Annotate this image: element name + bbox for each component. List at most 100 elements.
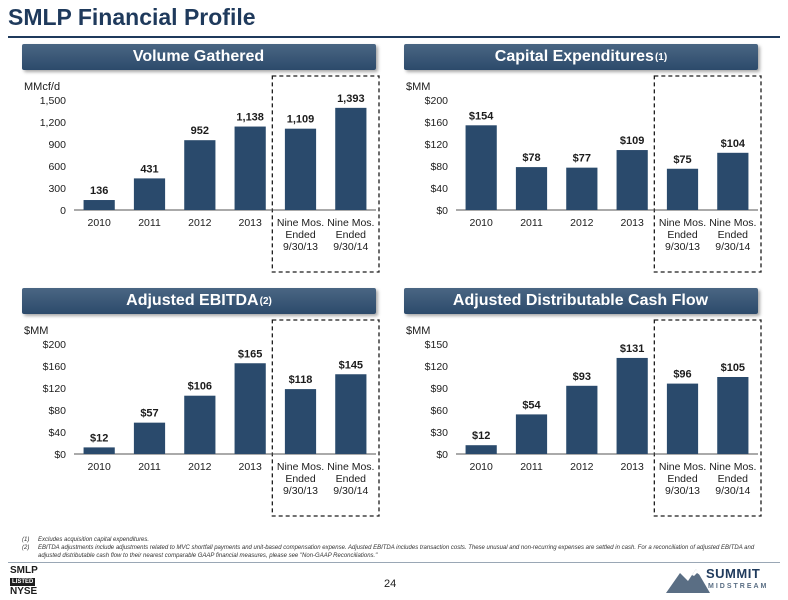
- x-tick-label: 2012: [188, 217, 212, 229]
- volume-gathered-chart: MMcf/d 0 300 600 900 1,200 1,500 136 2010 431 2011…: [24, 75, 380, 273]
- bar: [83, 447, 115, 454]
- bar: [465, 445, 497, 454]
- bar: [566, 167, 598, 210]
- x-tick-label-line: Ended: [718, 229, 749, 241]
- x-tick-label: 2011: [520, 217, 543, 229]
- x-tick-label-line: Nine Mos.: [327, 461, 374, 473]
- bar: [616, 357, 648, 454]
- x-tick-label-line: Nine Mos.: [277, 217, 324, 229]
- y-tick-label: 300: [48, 183, 66, 195]
- x-tick-label: 2011: [138, 217, 161, 229]
- bar-value-label: 1,109: [287, 114, 315, 126]
- x-tick-label-line: 2012: [188, 217, 212, 229]
- y-tick-label: 0: [60, 205, 66, 217]
- x-tick-label-line: Ended: [336, 473, 367, 485]
- x-tick-label: 2011: [138, 461, 161, 473]
- panel-header: Volume Gathered: [22, 44, 376, 70]
- bar: [515, 414, 548, 454]
- x-tick-label-line: 9/30/13: [665, 241, 700, 253]
- x-tick-label-line: Nine Mos.: [327, 217, 374, 229]
- y-tick-label: $160: [43, 361, 67, 373]
- y-tick-label: $120: [425, 139, 449, 151]
- bar-value-label: $118: [289, 374, 313, 386]
- bar: [83, 200, 115, 210]
- bar-value-label: $12: [90, 432, 108, 444]
- bar-value-label: 431: [140, 163, 158, 175]
- bar-value-label: 952: [191, 125, 209, 137]
- adjusted-dcf-chart: $MM $0 $30 $60 $90 $120 $150 $12 2010 $54 2011 $93 2…: [406, 319, 762, 517]
- x-tick-label-line: 2013: [238, 217, 262, 229]
- y-tick-label: $120: [425, 361, 449, 373]
- panel-title: Adjusted Distributable Cash Flow: [452, 292, 709, 309]
- y-tick-label: $120: [43, 383, 67, 395]
- bar-value-label: 1,393: [337, 93, 365, 105]
- x-tick-label: 2013: [238, 461, 262, 473]
- x-tick-label-line: 2010: [87, 461, 111, 473]
- footer-divider: [8, 562, 780, 563]
- x-tick-label-line: 2011: [520, 461, 543, 473]
- highlight-box: [653, 319, 762, 517]
- x-tick-label-line: 9/30/13: [665, 485, 700, 497]
- y-tick-label: $0: [436, 449, 448, 461]
- bar-value-label: $78: [522, 152, 540, 164]
- x-tick-label-line: 2013: [620, 217, 644, 229]
- x-tick-label-line: 2011: [138, 461, 161, 473]
- footnote-1: (1) Excludes acquisition capital expendi…: [22, 536, 772, 544]
- bar: [666, 383, 699, 454]
- bar-value-label: $93: [573, 371, 591, 383]
- bar: [717, 152, 749, 210]
- page-title: SMLP Financial Profile: [8, 4, 256, 30]
- page-number: 24: [384, 578, 397, 590]
- bar: [234, 363, 266, 454]
- x-tick-label: 2013: [620, 461, 644, 473]
- bar-value-label: $57: [140, 408, 158, 420]
- y-tick-label: 900: [48, 139, 66, 151]
- x-tick-label-line: 2012: [188, 461, 212, 473]
- y-tick-label: $150: [425, 339, 449, 351]
- y-tick-label: $30: [430, 427, 448, 439]
- bar-value-label: $75: [673, 154, 691, 166]
- x-tick-label: 2010: [87, 217, 111, 229]
- bar: [133, 422, 166, 454]
- highlight-box: [653, 75, 762, 273]
- company-name: SUMMIT: [706, 566, 761, 581]
- x-tick-label-line: 2010: [469, 461, 493, 473]
- bar-value-label: $104: [721, 138, 746, 150]
- x-tick-label: Nine Mos. Ended 9/30/14: [327, 461, 374, 497]
- y-tick-label: $60: [430, 405, 448, 417]
- panel-title: Adjusted EBITDA: [126, 292, 259, 309]
- x-tick-label: Nine Mos. Ended 9/30/14: [709, 217, 756, 253]
- mountain-icon: [666, 569, 710, 593]
- panel-title-footnote: (2): [259, 295, 272, 307]
- bar-value-label: $165: [238, 348, 262, 360]
- x-tick-label-line: Nine Mos.: [277, 461, 324, 473]
- x-tick-label: 2011: [520, 461, 543, 473]
- bar: [234, 126, 266, 210]
- bar-value-label: 136: [90, 185, 108, 197]
- bar: [566, 385, 598, 454]
- x-tick-label: Nine Mos. Ended 9/30/13: [659, 217, 706, 253]
- y-tick-label: 600: [48, 161, 66, 173]
- y-tick-label: $40: [430, 183, 448, 195]
- x-tick-label: 2013: [238, 217, 262, 229]
- bar: [717, 377, 749, 454]
- title-divider: [8, 36, 780, 38]
- x-tick-label-line: Ended: [718, 473, 749, 485]
- bar-value-label: $105: [721, 362, 745, 374]
- footnote-text: Excludes acquisition capital expenditure…: [38, 537, 150, 543]
- x-tick-label: Nine Mos. Ended 9/30/14: [709, 461, 756, 497]
- x-tick-label-line: 2013: [238, 461, 262, 473]
- x-tick-label-line: 2010: [469, 217, 493, 229]
- x-tick-label-line: Nine Mos.: [709, 217, 756, 229]
- x-tick-label-line: 9/30/14: [333, 485, 368, 497]
- bar-value-label: $12: [472, 430, 490, 442]
- panel-header: Capital Expenditures (1): [404, 44, 758, 70]
- x-tick-label-line: 2012: [570, 461, 594, 473]
- panel-title-footnote: (1): [654, 51, 668, 63]
- bar: [335, 107, 367, 210]
- adjusted-ebitda-panel: Adjusted EBITDA (2) $MM $0 $40 $80 $120 $160 $2…: [14, 288, 384, 538]
- bar: [616, 150, 648, 210]
- y-axis-label: MMcf/d: [24, 81, 60, 93]
- y-tick-label: $160: [425, 117, 449, 129]
- x-tick-label-line: Ended: [285, 229, 316, 241]
